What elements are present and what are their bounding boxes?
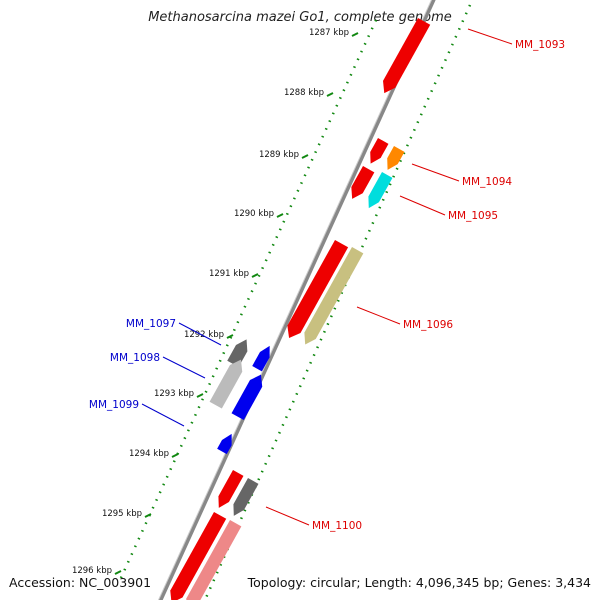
genome-backbone [158,0,436,600]
gene-leader-line [399,195,446,216]
tick-mark [196,393,204,398]
topology-text: Topology: circular; Length: 4,096,345 bp… [247,575,591,590]
tick-label: 1296 kbp [72,566,112,576]
tick-mark [171,453,179,458]
gene-block [170,512,227,600]
gene-block [218,470,244,508]
gene-leader-line [141,403,185,427]
gene-leader-line [467,28,513,45]
gene-block [252,345,270,372]
gene-mm-1098 [209,359,243,409]
tick-label: 1292 kbp [184,330,224,340]
gene-mm-1096 [304,247,364,345]
accession-text: Accession: NC_003901 [9,575,152,590]
tick-mark [326,92,334,97]
tick-mark [276,213,284,218]
gene-mm-1099 [231,374,263,421]
tick-mark [226,334,234,339]
gene-block [287,240,349,339]
gene-block [186,520,242,600]
gene-block [217,433,232,455]
gene-label: MM_1095 [448,210,498,222]
tick-label: 1290 kbp [234,209,274,219]
tick-mark [301,154,309,159]
genome-backbone-highlight [157,0,433,600]
gene-mm-1095 [368,172,393,209]
tick-label: 1288 kbp [284,88,324,98]
gene-mm-1093 [383,18,431,94]
gene-label: MM_1099 [89,399,139,411]
gene-leader-line [411,163,460,182]
tick-label: 1293 kbp [154,389,194,399]
gene-mm-1097 [227,339,248,368]
gene-leader-line [178,322,222,346]
gene-label: MM_1093 [515,39,565,51]
gene-block [351,166,375,199]
gene-leader-line [356,306,401,325]
gene-leader-line [265,506,310,526]
gene-label: MM_1094 [462,176,512,188]
tick-label: 1291 kbp [209,269,249,279]
gene-mm-1100 [233,478,259,516]
tick-label: 1295 kbp [102,509,142,519]
gene-label: MM_1096 [403,319,453,331]
gene-label: MM_1100 [312,520,362,532]
inner-tick-ring [118,19,378,581]
gene-mm-1094 [387,146,405,170]
tick-label: 1294 kbp [129,449,169,459]
outer-tick-ring [203,4,472,600]
tick-mark [144,513,152,518]
tick-label: 1289 kbp [259,150,299,160]
gene-label: MM_1098 [110,352,160,364]
tick-mark [114,570,122,575]
gene-block [370,138,389,164]
tick-mark [251,273,259,278]
tick-mark [351,32,359,37]
tick-label: 1287 kbp [309,28,349,38]
gene-label: MM_1097 [126,318,176,330]
gene-leader-line [162,356,206,379]
